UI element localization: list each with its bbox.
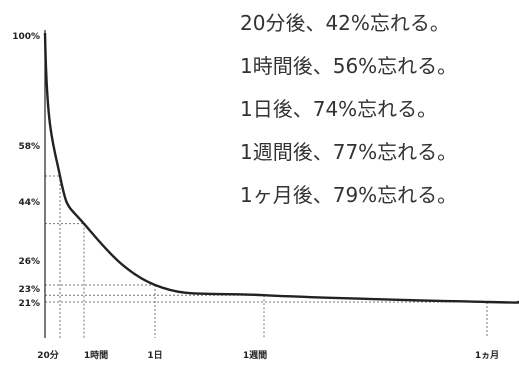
- y-tick-label: 58%: [18, 142, 40, 152]
- x-tick-labels: 20分 1時間 1日 1週間 1ヵ月: [37, 349, 499, 361]
- annotation-line: 1週間後、77%忘れる。: [240, 140, 457, 164]
- retention-curve: [43, 32, 519, 304]
- annotation-line: 1ヶ月後、79%忘れる。: [240, 183, 457, 207]
- x-tick-label: 1日: [147, 350, 162, 361]
- y-tick-label: 26%: [18, 257, 40, 267]
- y-tick-label: 44%: [18, 198, 40, 208]
- x-tick-label: 1ヵ月: [475, 350, 499, 361]
- y-tick-label: 23%: [18, 285, 40, 295]
- y-tick-label: 21%: [18, 299, 40, 309]
- x-tick-label: 1週間: [243, 350, 267, 361]
- x-tick-label: 20分: [37, 349, 59, 361]
- annotation-line: 1日後、74%忘れる。: [240, 97, 437, 121]
- annotations: 20分後、42%忘れる。 1時間後、56%忘れる。 1日後、74%忘れる。 1週間後、…: [240, 11, 457, 207]
- x-tick-label: 1時間: [84, 349, 108, 361]
- annotation-line: 1時間後、56%忘れる。: [240, 54, 457, 78]
- y-tick-labels: 100% 58% 44% 26% 23% 21%: [12, 32, 40, 309]
- grid-lines: [45, 175, 488, 338]
- annotation-line: 20分後、42%忘れる。: [240, 11, 450, 35]
- y-tick-label: 100%: [12, 32, 40, 42]
